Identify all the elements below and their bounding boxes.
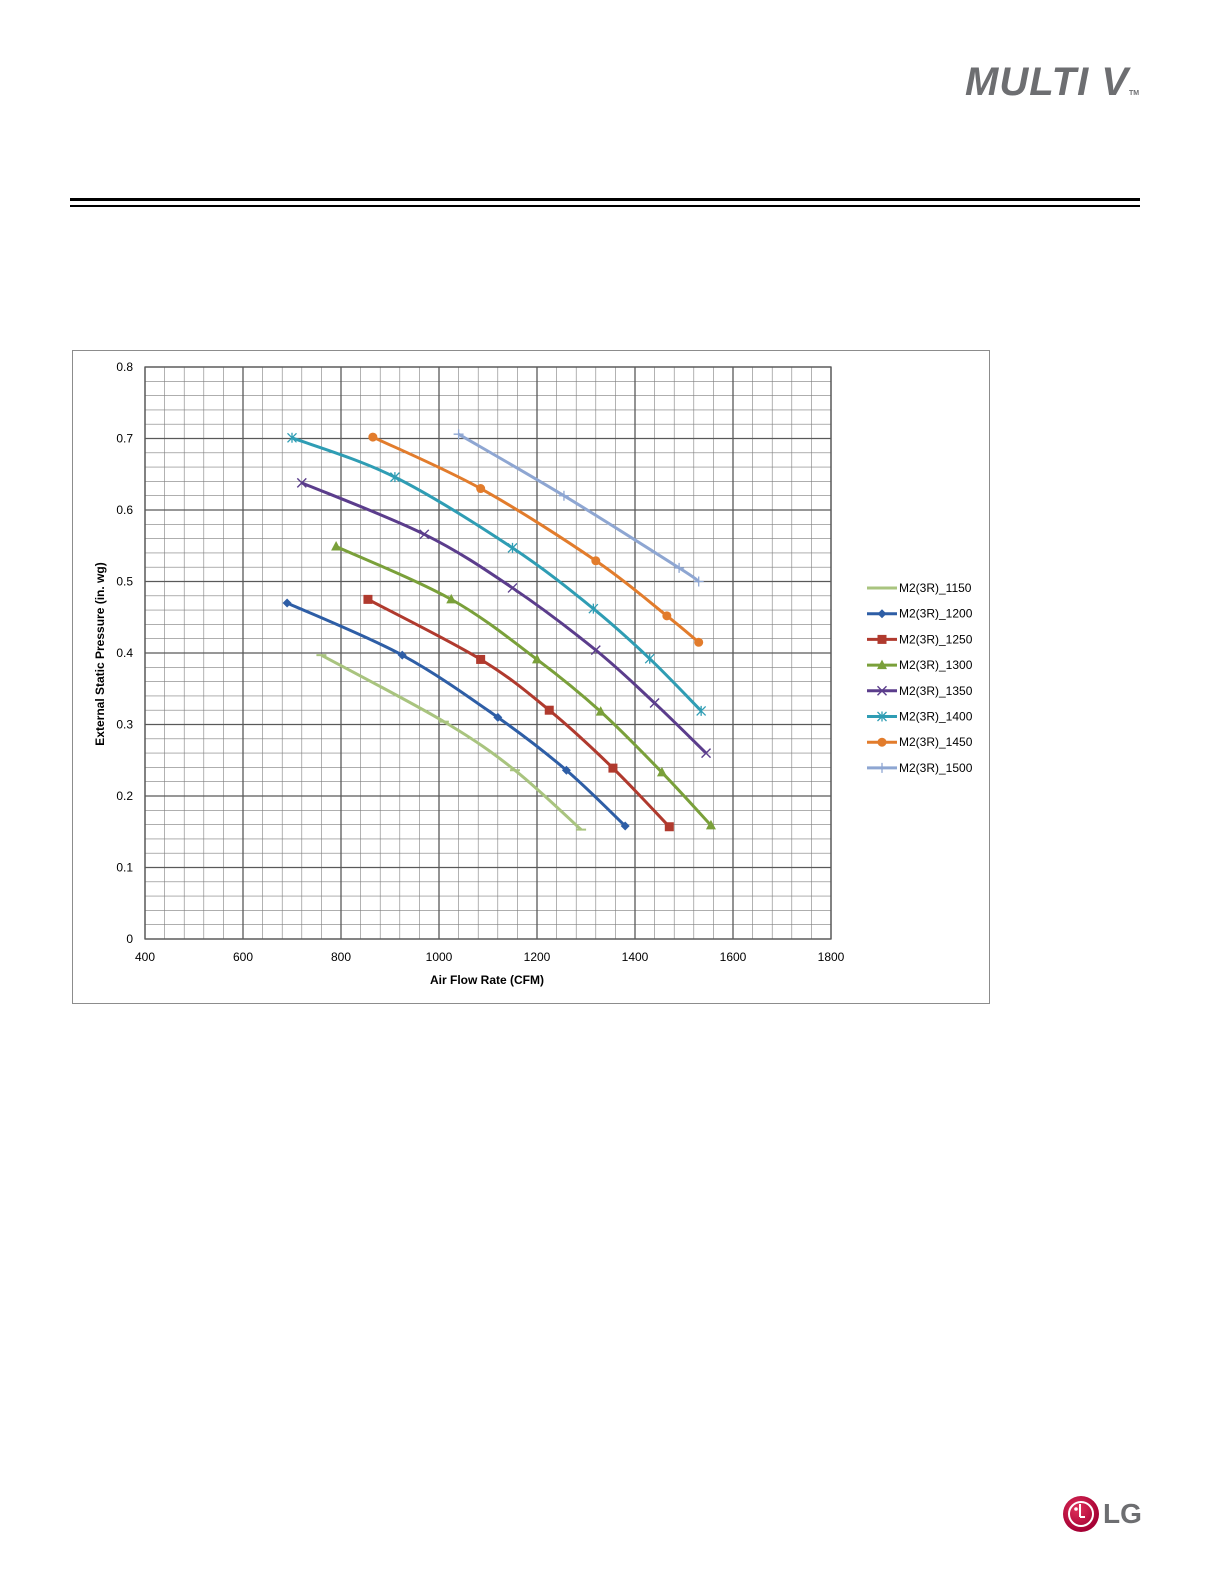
x-tick-label: 400: [135, 950, 155, 964]
data-point: [701, 748, 712, 759]
legend-label: M2(3R)_1150: [899, 581, 972, 595]
x-axis-title: Air Flow Rate (CFM): [430, 973, 544, 987]
data-point: [590, 645, 601, 656]
y-axis-title: External Static Pressure (in. wg): [93, 562, 107, 745]
legend-marker: [877, 609, 887, 619]
data-point: [693, 576, 704, 587]
x-tick-label: 600: [233, 950, 253, 964]
plot-area-border: [144, 366, 832, 940]
lg-wordmark: LG: [1103, 1498, 1142, 1529]
data-point: [397, 650, 407, 660]
data-point: [446, 593, 457, 604]
data-point: [419, 529, 430, 540]
data-point: [705, 819, 716, 830]
data-point: [694, 637, 704, 647]
data-point: [591, 556, 601, 566]
x-tick-label: 800: [331, 950, 351, 964]
y-tick-label: 0.7: [116, 432, 133, 446]
legend-label: M2(3R)_1350: [899, 684, 973, 698]
x-tick-label: 1800: [818, 950, 845, 964]
data-point: [368, 432, 378, 442]
legend-label: M2(3R)_1200: [899, 607, 973, 621]
y-tick-label: 0.5: [116, 575, 133, 589]
header-rule-bottom: [70, 205, 1140, 207]
y-tick-label: 0.2: [116, 789, 133, 803]
data-point: [620, 821, 630, 831]
data-point: [595, 706, 606, 716]
fan-performance-chart: 400 600 800 1000 1200 1400 1600 1800 0 0.1 0.2 0.3 0…: [93, 360, 973, 987]
legend-label: M2(3R)_1450: [899, 735, 973, 749]
y-tick-label: 0.6: [116, 503, 133, 517]
data-point: [287, 432, 297, 443]
data-point: [656, 766, 667, 777]
data-point: [662, 611, 672, 621]
multi-v-logo: MULTI VTM: [965, 62, 1139, 102]
data-point: [296, 477, 307, 488]
data-point: [532, 653, 542, 664]
series-line: [372, 435, 700, 644]
x-tick-label: 1400: [622, 950, 649, 964]
x-tick-label: 1600: [720, 950, 747, 964]
lg-logo: LG: [1063, 1496, 1143, 1536]
data-point: [476, 654, 486, 664]
legend-marker: [877, 685, 887, 696]
legend-marker: [877, 762, 887, 773]
y-tick-label: 0.3: [116, 718, 133, 732]
lg-face-icon: [1068, 1501, 1094, 1527]
data-point: [493, 712, 503, 722]
y-tick-label: 0.1: [116, 861, 133, 875]
series-line: [457, 432, 700, 583]
chart-container: 400 600 800 1000 1200 1400 1600 1800 0 0.1 0.2 0.3 0…: [72, 350, 990, 1004]
series-line: [320, 653, 583, 831]
x-tick-label: 1200: [524, 950, 551, 964]
legend-label: M2(3R)_1250: [899, 632, 973, 646]
data-point: [588, 603, 599, 614]
legend-label: M2(3R)_1500: [899, 761, 973, 775]
x-tick-label: 1000: [426, 950, 453, 964]
data-point: [608, 763, 618, 773]
data-point: [331, 540, 342, 551]
legend-label: M2(3R)_1300: [899, 658, 973, 672]
data-point: [696, 705, 707, 716]
trademark-mark: TM: [1129, 90, 1140, 97]
multi-v-logo-text: MULTI V: [965, 60, 1130, 104]
data-point: [476, 484, 486, 494]
header-rule-top: [70, 198, 1140, 201]
y-tick-label: 0: [126, 932, 133, 946]
data-point: [674, 562, 685, 573]
y-tick-label: 0.4: [116, 646, 133, 660]
data-point: [453, 429, 464, 440]
legend-marker: [877, 711, 887, 722]
legend-label: M2(3R)_1400: [899, 710, 973, 724]
data-point: [363, 594, 373, 604]
legend-marker: [877, 659, 887, 670]
legend-marker: [877, 737, 887, 747]
series-line: [286, 601, 627, 828]
data-point: [558, 490, 569, 501]
series-line: [301, 481, 708, 755]
legend-marker: [877, 634, 887, 644]
data-point: [561, 765, 571, 775]
data-point: [507, 582, 518, 593]
data-point: [649, 698, 660, 709]
data-point: [282, 598, 292, 608]
data-point: [664, 822, 674, 832]
data-point: [644, 653, 655, 664]
data-point: [389, 472, 400, 483]
y-tick-label: 0.8: [116, 360, 133, 374]
data-point: [544, 705, 554, 715]
data-point: [507, 542, 518, 553]
